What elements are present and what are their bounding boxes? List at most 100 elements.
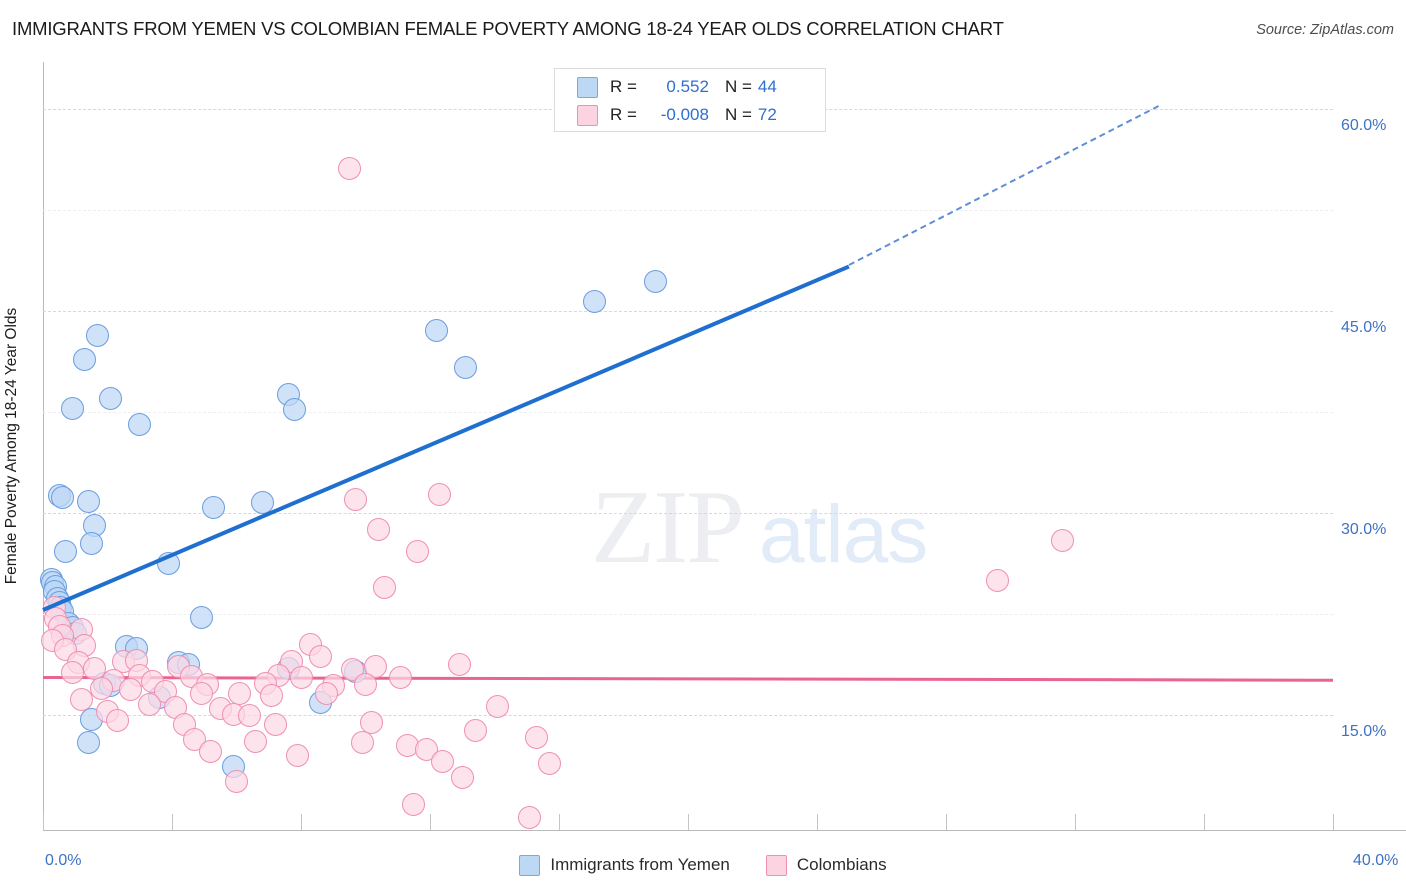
- x-tick-label-min: 0.0%: [45, 852, 82, 869]
- x-tick: [1204, 814, 1205, 830]
- scatter-point-yemen[interactable]: [250, 491, 274, 515]
- y-tick-label: 15.0%: [1341, 723, 1387, 741]
- scatter-point-colombians[interactable]: [463, 718, 487, 742]
- trendline-colombians: [42, 676, 1334, 683]
- scatter-point-colombians[interactable]: [447, 652, 471, 676]
- scatter-point-colombians[interactable]: [225, 769, 248, 793]
- scatter-point-colombians[interactable]: [237, 703, 261, 727]
- stats-row-colombians: R = -0.008 N = 72: [555, 100, 827, 130]
- y-tick-label: 45.0%: [1341, 319, 1387, 337]
- x-tick: [688, 814, 689, 830]
- scatter-point-yemen[interactable]: [76, 730, 100, 754]
- scatter-point-colombians[interactable]: [405, 539, 429, 563]
- scatter-point-yemen[interactable]: [202, 496, 226, 520]
- scatter-point-yemen[interactable]: [54, 539, 78, 563]
- zipatlas-watermark: ZIP atlas: [591, 466, 951, 585]
- scatter-point-colombians[interactable]: [389, 666, 413, 690]
- scatter-point-colombians[interactable]: [360, 710, 384, 734]
- y-axis-title-container: Female Poverty Among 18-24 Year Olds: [3, 62, 22, 830]
- scatter-point-yemen[interactable]: [60, 396, 84, 420]
- correlation-stats-box: R = 0.552 N = 44 R = -0.008 N = 72: [554, 68, 826, 132]
- scatter-point-colombians[interactable]: [350, 730, 374, 754]
- stats-swatch-yemen: [577, 76, 598, 98]
- watermark-zip-text: ZIP: [591, 468, 744, 585]
- scatter-point-yemen[interactable]: [73, 348, 97, 372]
- scatter-point-colombians[interactable]: [199, 740, 223, 764]
- gridline-y-minor: [43, 412, 1333, 414]
- scatter-point-colombians[interactable]: [105, 709, 129, 733]
- x-tick: [946, 814, 947, 830]
- scatter-point-yemen[interactable]: [424, 318, 448, 342]
- stats-n-value-colombians: 72: [757, 105, 777, 124]
- scatter-point-yemen[interactable]: [157, 551, 181, 575]
- scatter-point-colombians[interactable]: [344, 488, 368, 512]
- scatter-point-colombians[interactable]: [337, 156, 361, 180]
- scatter-point-yemen[interactable]: [79, 531, 103, 555]
- scatter-point-yemen[interactable]: [99, 387, 123, 411]
- scatter-point-yemen[interactable]: [128, 412, 152, 436]
- stats-row-yemen: R = 0.552 N = 44: [555, 72, 827, 102]
- scatter-point-colombians[interactable]: [118, 678, 142, 702]
- scatter-point-colombians[interactable]: [986, 569, 1010, 593]
- scatter-point-colombians[interactable]: [1050, 528, 1074, 552]
- stats-r-label-colombians: R =: [610, 105, 637, 124]
- stats-swatch-colombians: [577, 104, 598, 126]
- chart-legend: Immigrants from Yemen Colombians: [0, 848, 1406, 882]
- legend-label-yemen: Immigrants from Yemen: [550, 855, 730, 874]
- x-tick: [817, 814, 818, 830]
- x-tick: [1333, 814, 1334, 830]
- scatter-point-colombians[interactable]: [263, 713, 287, 737]
- scatter-point-yemen[interactable]: [582, 290, 606, 314]
- y-tick-label: 30.0%: [1341, 521, 1387, 539]
- scatter-point-colombians[interactable]: [289, 666, 313, 690]
- scatter-point-colombians[interactable]: [308, 644, 332, 668]
- scatter-point-colombians[interactable]: [70, 687, 94, 711]
- x-axis-line: [43, 830, 1406, 831]
- y-axis-line: [43, 62, 44, 830]
- stats-r-value-colombians: -0.008: [660, 105, 709, 124]
- stats-r-label-yemen: R =: [610, 77, 637, 96]
- scatter-point-colombians[interactable]: [366, 518, 390, 542]
- legend-swatch-colombians: [765, 854, 787, 876]
- trendline-yemen-dashed: [848, 105, 1160, 266]
- x-tick: [301, 814, 302, 830]
- scatter-point-colombians[interactable]: [286, 744, 310, 768]
- scatter-point-colombians[interactable]: [60, 660, 84, 684]
- gridline-y: [43, 311, 1333, 313]
- scatter-point-colombians[interactable]: [431, 749, 455, 773]
- scatter-point-colombians[interactable]: [450, 765, 474, 789]
- scatter-point-yemen[interactable]: [76, 489, 100, 513]
- scatter-point-colombians[interactable]: [228, 682, 252, 706]
- scatter-point-colombians[interactable]: [518, 806, 542, 830]
- trendline-yemen-solid: [42, 264, 851, 612]
- scatter-point-yemen[interactable]: [453, 356, 477, 380]
- scatter-point-yemen[interactable]: [283, 398, 307, 422]
- scatter-point-colombians[interactable]: [524, 725, 548, 749]
- scatter-point-yemen[interactable]: [86, 324, 110, 348]
- scatter-point-colombians[interactable]: [260, 683, 284, 707]
- scatter-point-yemen[interactable]: [189, 605, 213, 629]
- y-axis-title: Female Poverty Among 18-24 Year Olds: [3, 307, 20, 585]
- scatter-point-colombians[interactable]: [244, 729, 268, 753]
- scatter-point-colombians[interactable]: [89, 677, 113, 701]
- scatter-point-colombians[interactable]: [373, 575, 397, 599]
- scatter-point-colombians[interactable]: [354, 672, 377, 696]
- page-title: IMMIGRANTS FROM YEMEN VS COLOMBIAN FEMAL…: [12, 18, 1004, 39]
- scatter-point-yemen[interactable]: [644, 270, 668, 294]
- legend-item-colombians[interactable]: Colombians: [765, 854, 887, 876]
- scatter-point-colombians[interactable]: [402, 792, 426, 816]
- scatter-point-colombians[interactable]: [315, 682, 339, 706]
- scatter-point-colombians[interactable]: [537, 752, 561, 776]
- scatter-point-colombians[interactable]: [486, 694, 510, 718]
- scatter-point-colombians[interactable]: [137, 693, 161, 717]
- scatter-point-colombians[interactable]: [189, 682, 213, 706]
- scatter-point-yemen[interactable]: [50, 485, 74, 509]
- x-tick: [559, 814, 560, 830]
- gridline-y-minor: [43, 614, 1333, 616]
- x-tick-label-max: 40.0%: [1353, 852, 1399, 869]
- legend-item-yemen[interactable]: Immigrants from Yemen: [519, 854, 730, 876]
- gridline-y: [43, 513, 1333, 515]
- x-tick: [172, 814, 173, 830]
- scatter-point-colombians[interactable]: [428, 483, 452, 506]
